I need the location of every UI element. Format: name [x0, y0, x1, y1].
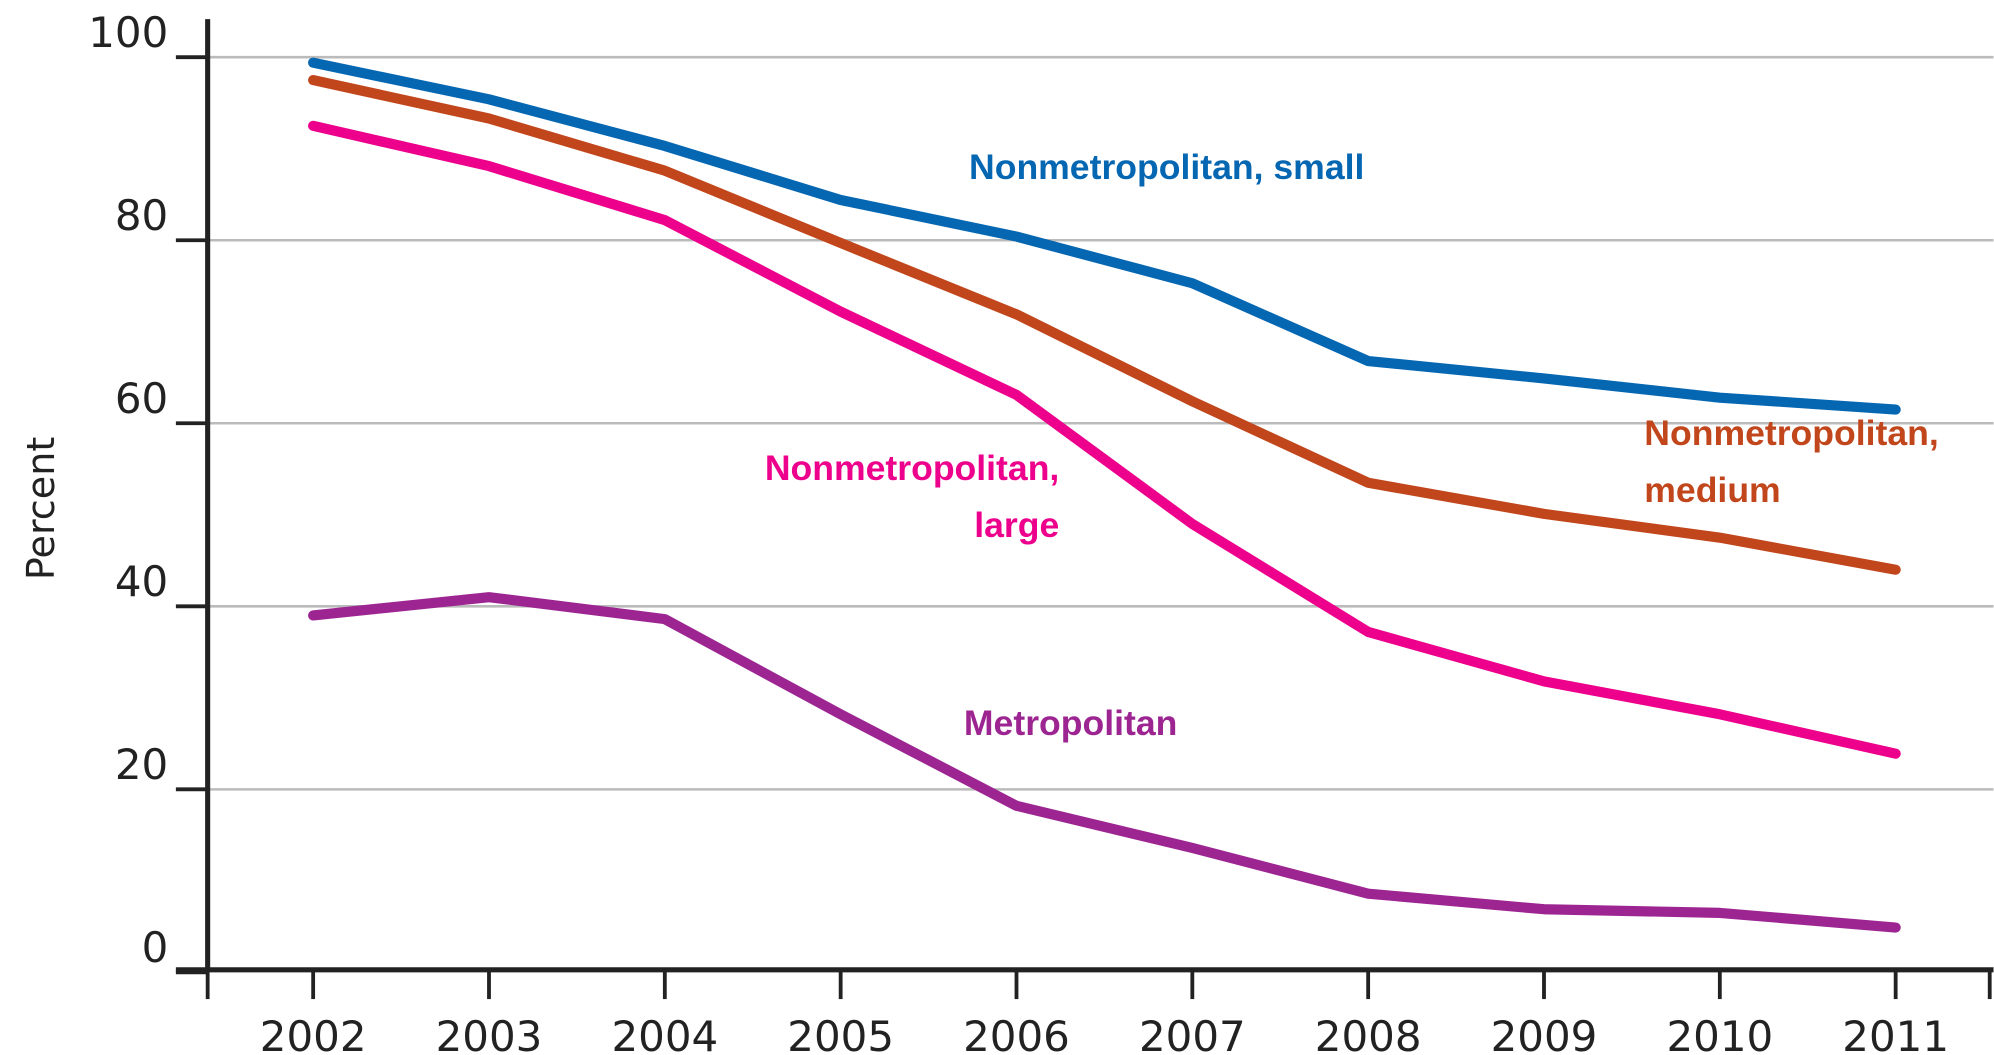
y-tick-label: 100 [88, 8, 168, 57]
series-line [308, 120, 1901, 759]
x-tick-label: 2007 [1139, 1012, 1246, 1055]
series-label: Metropolitan [963, 703, 1178, 743]
x-tick-label: 2005 [787, 1012, 894, 1055]
x-tick-label: 2009 [1491, 1012, 1598, 1055]
series-label: Nonmetropolitan, large [764, 448, 1060, 545]
x-tick-label: 2011 [1842, 1012, 1949, 1055]
y-tick-label: 60 [115, 374, 168, 423]
series-line [308, 57, 1901, 415]
x-tick-label: 2002 [260, 1012, 367, 1055]
y-tick-label: 0 [142, 923, 169, 972]
x-tick-label: 2008 [1315, 1012, 1422, 1055]
x-tick-label: 2003 [436, 1012, 543, 1055]
y-axis-label: Percent [19, 437, 63, 581]
series-line [308, 592, 1901, 933]
y-tick-label: 20 [115, 740, 168, 789]
x-tick-label: 2004 [611, 1012, 718, 1055]
series-label: Nonmetropolitan, small [969, 147, 1365, 187]
series-line [308, 74, 1901, 575]
y-tick-label: 40 [115, 557, 168, 606]
series-label: Nonmetropolitan, medium [1644, 413, 1939, 510]
y-tick-label: 80 [115, 191, 168, 240]
x-tick-label: 2010 [1666, 1012, 1773, 1055]
x-tick-label: 2006 [963, 1012, 1070, 1055]
